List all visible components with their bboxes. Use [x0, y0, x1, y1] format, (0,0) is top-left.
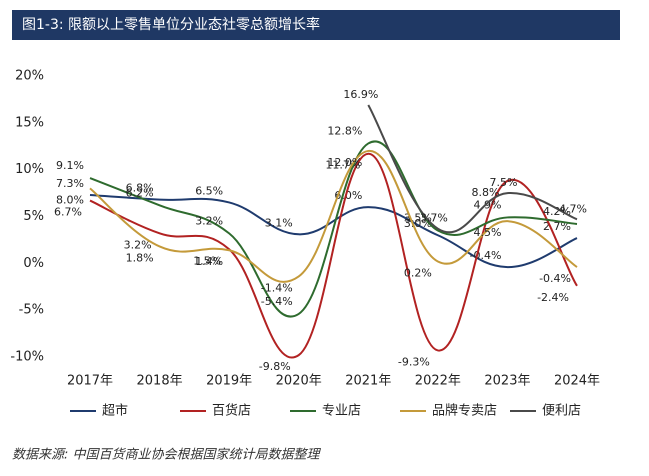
legend-label: 品牌专卖店 [432, 403, 497, 419]
series-line [89, 193, 578, 269]
source-note: 数据来源: 中国百货商业协会根据国家统计局数据整理 [12, 447, 322, 463]
value-label: -2.4% [537, 291, 569, 304]
chart-title: 图1-3: 限额以上零售单位分业态社零总额增长率 [22, 16, 320, 33]
value-label: 6.8% [126, 182, 154, 195]
legend-label: 专业店 [322, 404, 361, 419]
x-tick-label: 2022年 [415, 374, 461, 389]
x-tick-label: 2019年 [206, 374, 252, 389]
x-tick-label: 2023年 [484, 374, 530, 389]
value-label: -9.3% [398, 355, 430, 368]
value-label: 1.8% [126, 251, 154, 264]
series-line [367, 104, 578, 234]
value-label: 12.8% [327, 124, 362, 137]
value-label: 12.0% [327, 156, 362, 169]
title-bar [12, 10, 620, 40]
value-label: 4.9% [473, 198, 501, 211]
value-label: 6.7% [54, 206, 82, 219]
value-label: 6.5% [195, 184, 223, 197]
value-label: 2.7% [543, 220, 571, 233]
y-tick-label: 0% [23, 256, 44, 271]
y-tick-label: -5% [19, 303, 44, 318]
x-tick-label: 2017年 [67, 374, 113, 389]
value-label: 7.5% [489, 176, 517, 189]
legend-label: 百货店 [212, 403, 251, 419]
y-tick-label: 10% [15, 162, 44, 177]
value-label: 16.9% [343, 88, 378, 101]
value-label: 8.0% [56, 193, 84, 206]
value-label: 3.2% [195, 214, 223, 227]
value-label: 4.7% [559, 202, 587, 215]
value-label: 3.7% [420, 212, 448, 225]
value-label: -1.4% [261, 281, 293, 294]
value-label: 7.3% [56, 177, 84, 190]
value-label: -0.4% [539, 272, 571, 285]
y-tick-label: -10% [10, 350, 44, 365]
x-tick-label: 2018年 [137, 374, 183, 389]
x-tick-label: 2020年 [276, 374, 322, 389]
series-line [89, 140, 578, 318]
legend-label: 便利店 [542, 404, 581, 419]
legend-label: 超市 [102, 403, 128, 419]
y-tick-label: 15% [15, 115, 44, 130]
value-label: -0.4% [470, 249, 502, 262]
value-label: 9.1% [56, 159, 84, 172]
value-label: 6.2% [126, 186, 154, 199]
value-label: 0.2% [404, 266, 432, 279]
value-label: 3.2% [124, 238, 152, 251]
y-tick-label: 20% [15, 69, 44, 84]
value-label: -9.8% [259, 360, 291, 373]
value-label: -5.4% [261, 295, 293, 308]
value-label: 4.5% [473, 226, 501, 239]
value-label: 8.8% [471, 186, 499, 199]
series-line [89, 152, 578, 359]
series-line [89, 149, 578, 283]
value-label: 4.2% [543, 205, 571, 218]
y-tick-label: 5% [23, 209, 44, 224]
x-tick-label: 2021年 [345, 374, 391, 389]
value-label: 3.1% [265, 216, 293, 229]
value-label: 1.5% [193, 254, 221, 267]
value-label: 1.4% [195, 255, 223, 268]
x-tick-label: 2024年 [554, 374, 600, 389]
